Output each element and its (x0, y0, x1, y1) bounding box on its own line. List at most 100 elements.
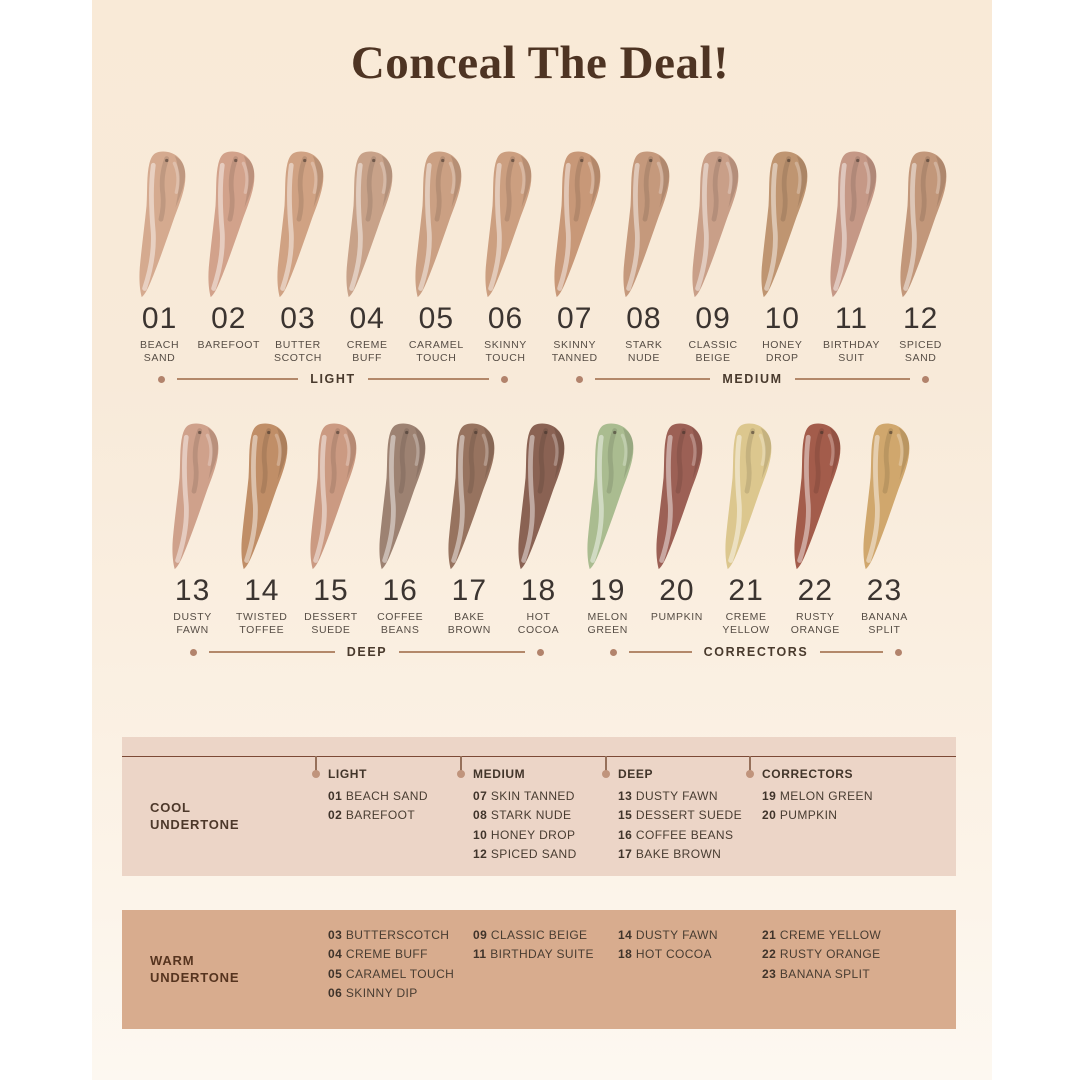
column-header: DEEP (618, 767, 654, 781)
concealer-smear-icon (554, 151, 601, 298)
shade-reference: 14 DUSTY FAWN (618, 926, 718, 945)
shade-reference-name: PUMPKIN (779, 808, 838, 823)
shade-name: COFFEE BEANS (377, 611, 424, 636)
shade-reference-number: 19 (762, 789, 777, 803)
range-dot-right (895, 648, 903, 656)
shade-08: 08 STARK NUDE (609, 148, 678, 365)
shade-22: 22 RUSTY ORANGE (781, 420, 850, 637)
shade-number: 11 (834, 302, 869, 335)
range-line (820, 651, 884, 653)
shade-reference-name: MELON GREEN (779, 789, 873, 803)
shade-reference-number: 22 (762, 947, 777, 962)
shade-reference-number: 10 (473, 827, 488, 842)
concealer-smear-icon (656, 423, 703, 570)
swatch-row-light-medium: 01 BEACH SAND 02 BAREFOOT 03 BUTTER SCOT… (125, 148, 956, 365)
shade-reference: 13 DUSTY FAWN (618, 787, 742, 806)
shade-05: 05 CARAMEL TOUCH (402, 148, 471, 365)
concealer-smear-icon (863, 423, 910, 570)
range-dot-right (922, 375, 930, 383)
shade-number: 01 (141, 302, 178, 335)
shade-13: 13 DUSTY FAWN (158, 420, 227, 637)
shade-name: SKINNY TOUCH (484, 339, 527, 364)
shade-reference: 20 PUMPKIN (762, 806, 873, 825)
concealer-smear-icon (830, 151, 877, 298)
shade-number: 08 (626, 302, 662, 335)
shade-12: 12 SPICED SAND (886, 148, 955, 365)
range-line (794, 378, 911, 380)
shade-number: 02 (211, 302, 247, 335)
shade-name: BIRTHDAY SUIT (823, 339, 880, 364)
shade-number: 04 (349, 302, 385, 335)
shade-reference-name: DESSERT SUEDE (635, 808, 743, 823)
warm-undertone-panel: WARM UNDERTONE 03 BUTTERSCOTCH 04 CREME … (122, 910, 956, 1029)
shade-name: DESSERT SUEDE (304, 611, 358, 636)
range-dot-right (501, 375, 508, 383)
shade-reference: 05 CARAMEL TOUCH (328, 965, 454, 984)
concealer-smear-icon (172, 423, 218, 570)
shade-reference-number: 02 (328, 808, 343, 823)
column-items: 01 BEACH SAND 02 BAREFOOT (328, 787, 428, 826)
concealer-smear-icon (139, 151, 185, 298)
shade-17: 17 BAKE BROWN (435, 420, 504, 637)
concealer-smear-icon (623, 151, 670, 298)
shade-reference-name: COFFEE BEANS (635, 827, 734, 842)
shade-reference-name: CREME YELLOW (779, 928, 882, 942)
shade-reference: 10 HONEY DROP (473, 826, 577, 845)
shade-name: CARAMEL TOUCH (408, 339, 464, 364)
shade-number: 18 (520, 574, 557, 607)
concealer-smear-icon (415, 151, 462, 298)
column-items: 13 DUSTY FAWN 15 DESSERT SUEDE 16 COFFEE… (618, 787, 742, 864)
range-line (367, 378, 489, 380)
shade-number: 23 (866, 574, 903, 607)
concealer-smear-icon (448, 423, 495, 570)
column-header: LIGHT (328, 767, 367, 781)
range-line (629, 651, 692, 653)
shade-reference-name: HOT COCOA (635, 947, 712, 962)
shade-number: 13 (174, 574, 211, 607)
shade-reference: 16 COFFEE BEANS (618, 826, 742, 845)
shade-reference: 11 BIRTHDAY SUITE (473, 945, 594, 964)
column-items: 09 CLASSIC BEIGE 11 BIRTHDAY SUITE (473, 926, 594, 965)
shade-reference-name: BUTTERSCOTCH (345, 928, 450, 942)
column-items: 03 BUTTERSCOTCH 04 CREME BUFF 05 CARAMEL… (328, 926, 454, 1003)
shade-01: 01 BEACH SAND (125, 148, 194, 365)
range-dot-left (190, 648, 197, 656)
shade-number: 16 (382, 574, 418, 607)
range-line (209, 651, 335, 653)
range-dot-right (537, 648, 545, 656)
shade-reference-name: SKINNY DIP (345, 985, 418, 1000)
shade-name: RUSTY ORANGE (790, 611, 840, 636)
shade-10: 10 HONEY DROP (748, 148, 817, 365)
range-dot-left (576, 375, 583, 383)
shade-reference-number: 03 (328, 928, 343, 942)
shade-reference-number: 17 (618, 846, 633, 861)
shade-15: 15 DESSERT SUEDE (296, 420, 365, 637)
shade-name: BANANA SPLIT (861, 611, 908, 636)
shade-number: 14 (244, 574, 280, 607)
shade-name: SPICED SAND (899, 339, 942, 364)
connector-dot (457, 770, 465, 778)
range-dot-left (610, 648, 617, 656)
shade-reference-name: SKIN TANNED (490, 789, 575, 803)
shade-06: 06 SKINNY TOUCH (471, 148, 540, 365)
shade-reference-name: CARAMEL TOUCH (345, 966, 455, 981)
shade-reference-number: 16 (618, 827, 633, 842)
shade-14: 14 TWISTED TOFFEE (227, 420, 296, 637)
concealer-smear-icon (900, 151, 947, 298)
page-title: Conceal The Deal! (350, 37, 730, 89)
shade-name: MELON GREEN (587, 611, 628, 636)
shade-18: 18 HOT COCOA (504, 420, 573, 637)
shade-16: 16 COFFEE BEANS (366, 420, 435, 637)
connector-dot (746, 770, 754, 778)
shade-reference-number: 23 (762, 966, 777, 981)
panel-top-rule (122, 756, 956, 757)
shade-02: 02 BAREFOOT (194, 148, 263, 365)
shade-reference-number: 20 (762, 808, 777, 823)
shade-number: 22 (797, 574, 833, 607)
range-line (595, 378, 711, 380)
cool-undertone-label: COOL UNDERTONE (150, 800, 240, 832)
shade-reference-number: 12 (473, 846, 488, 861)
range-label: DEEP (346, 645, 388, 659)
shade-reference: 19 MELON GREEN (762, 787, 873, 806)
